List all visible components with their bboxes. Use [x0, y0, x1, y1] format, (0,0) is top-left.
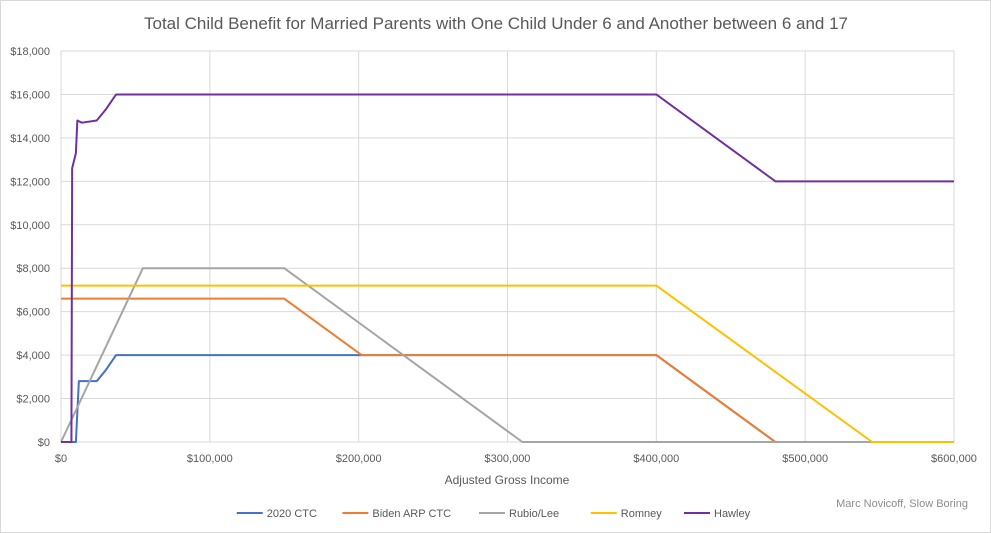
legend-label: Rubio/Lee [509, 508, 559, 520]
chart-title: Total Child Benefit for Married Parents … [144, 14, 848, 33]
y-tick-label: $10,000 [10, 220, 50, 232]
x-tick-label: $200,000 [336, 453, 382, 465]
series-line-rubio-lee [60, 267, 954, 443]
x-tick-label: $600,000 [931, 453, 977, 465]
gridlines [60, 50, 955, 443]
x-tick-label: $400,000 [633, 453, 679, 465]
legend-label: Biden ARP CTC [372, 508, 451, 520]
series-line-hawley [61, 93, 954, 443]
y-tick-label: $18,000 [10, 46, 50, 58]
series-lines [60, 93, 954, 443]
legend: 2020 CTC Biden ARP CTC Rubio/Lee Romney Hawl… [236, 508, 751, 520]
legend-item: Biden ARP CTC [342, 508, 451, 520]
x-tick-label: $0 [55, 453, 67, 465]
legend-item: Hawley [684, 508, 751, 520]
x-tick-label: $100,000 [187, 453, 233, 465]
y-tick-label: $0 [38, 437, 50, 449]
legend-item: Rubio/Lee [479, 508, 559, 520]
y-tick-label: $12,000 [10, 176, 50, 188]
y-tick-label: $14,000 [10, 133, 50, 145]
y-tick-label: $4,000 [16, 350, 50, 362]
legend-label: Hawley [714, 508, 751, 520]
series-line-romney [61, 284, 954, 443]
credit-annotation: Marc Novicoff, Slow Boring [836, 498, 968, 510]
y-tick-label: $16,000 [10, 89, 50, 101]
y-tick-label: $6,000 [16, 307, 50, 319]
legend-item: 2020 CTC [236, 508, 317, 520]
legend-label: Romney [621, 508, 662, 520]
x-tick-label: $500,000 [782, 453, 828, 465]
x-tick-label: $300,000 [485, 453, 531, 465]
tick-labels: $0 $2,000 $4,000 $6,000 $8,000 $10,000 $12,000… [10, 46, 977, 465]
legend-item: Romney [590, 508, 662, 520]
x-axis-title: Adjusted Gross Income [445, 473, 570, 487]
y-tick-label: $2,000 [16, 394, 50, 406]
y-tick-label: $8,000 [16, 263, 50, 275]
legend-label: 2020 CTC [267, 508, 317, 520]
